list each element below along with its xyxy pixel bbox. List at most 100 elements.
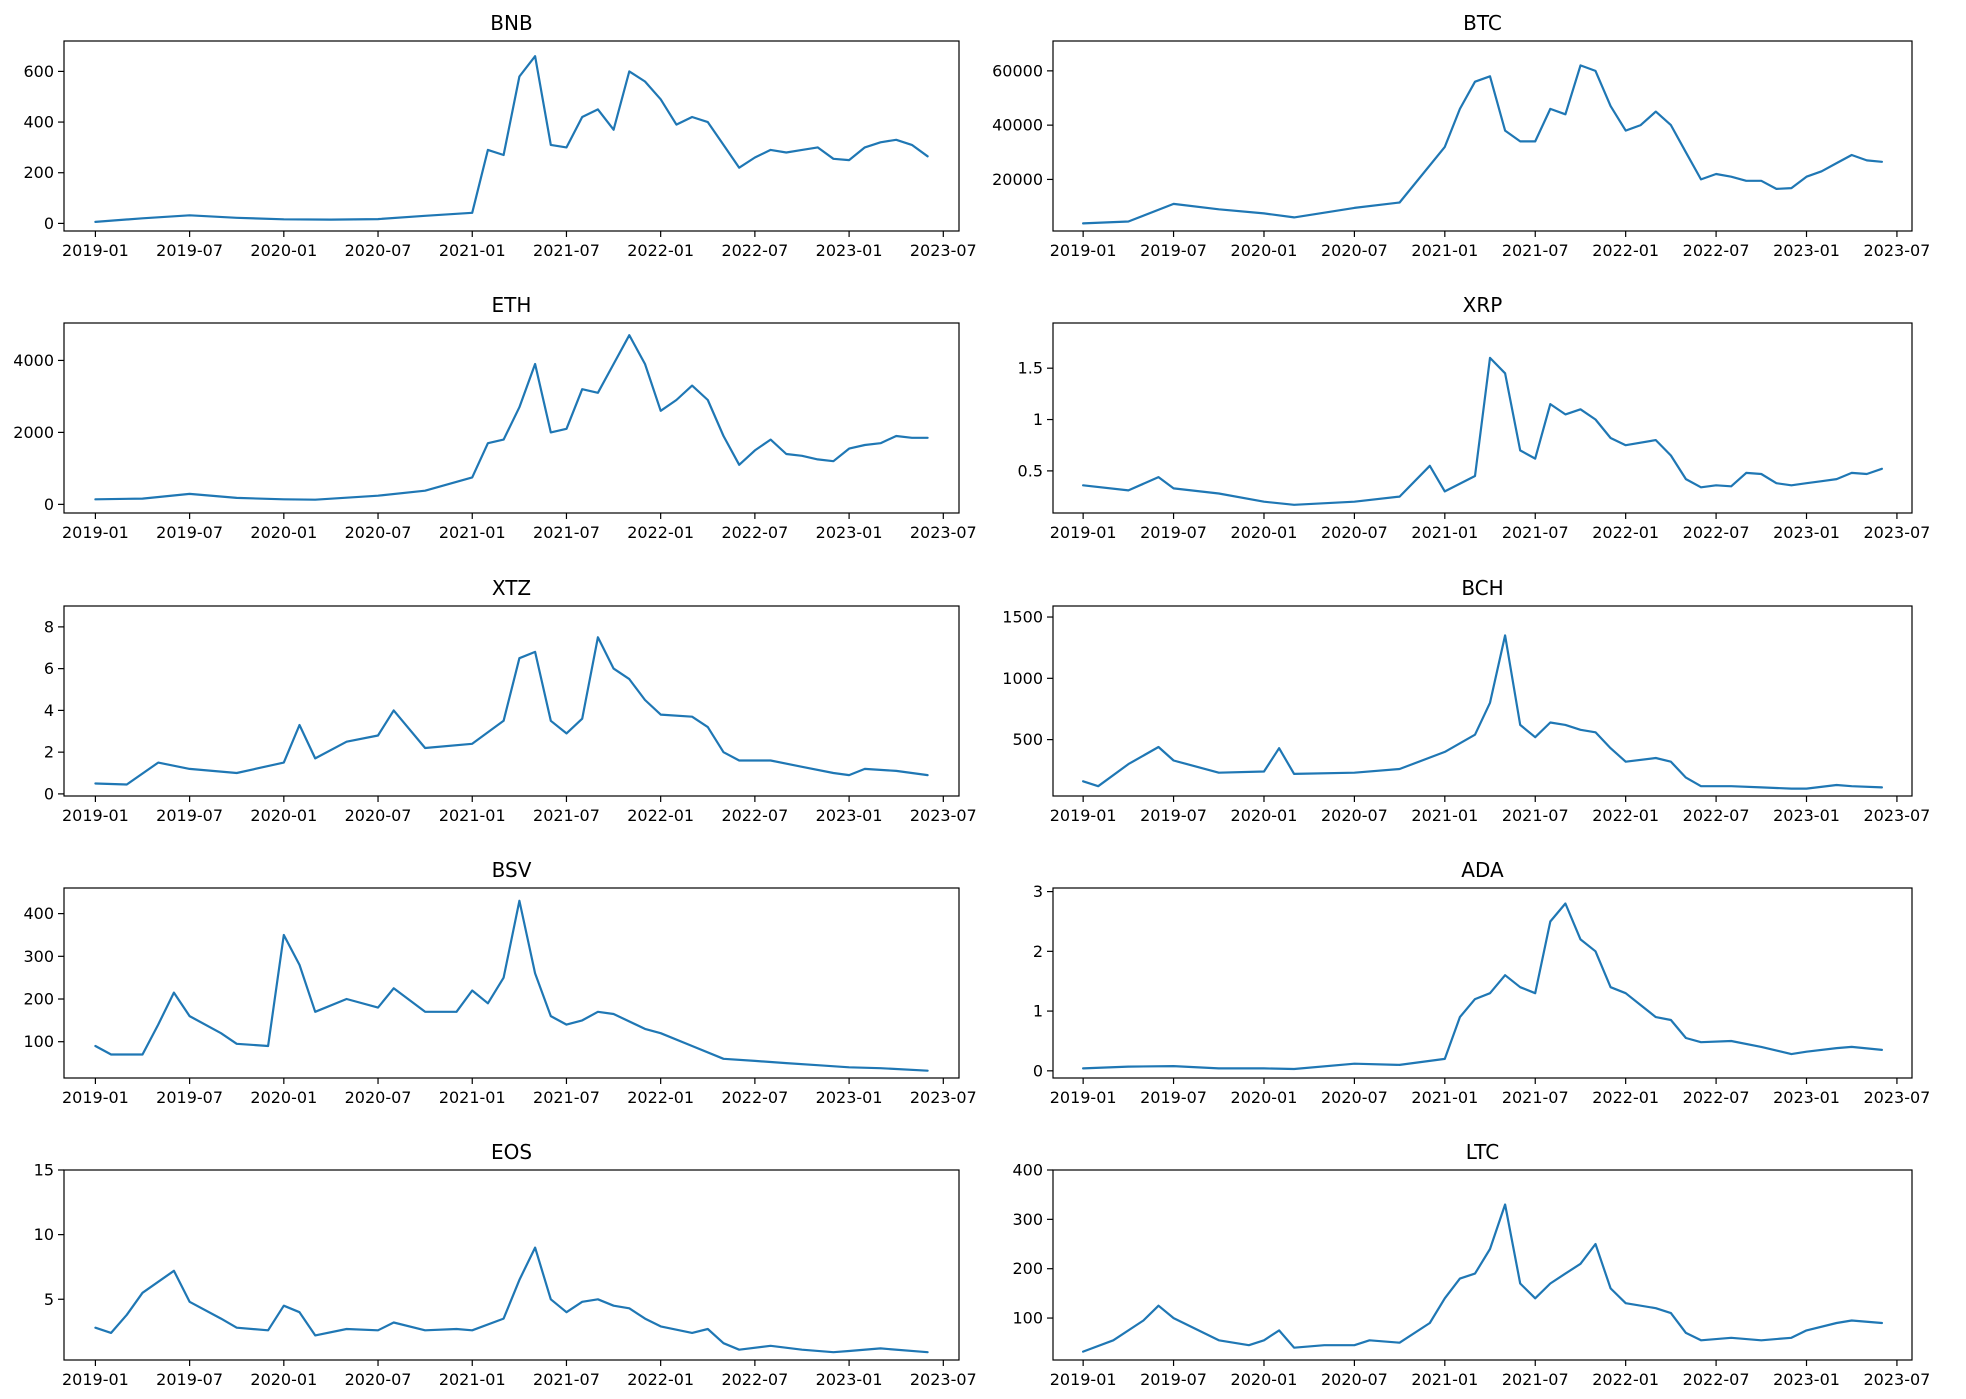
y-tick-label-xrp: 1 xyxy=(1033,410,1043,429)
panel-title-bsv: BSV xyxy=(492,858,532,882)
y-tick-label-xtz: 8 xyxy=(44,617,54,636)
axes-frame-xrp xyxy=(1052,322,1913,514)
y-tick-label-eos: 15 xyxy=(34,1161,54,1180)
panel-title-eth: ETH xyxy=(492,293,532,317)
y-tick-label-ada: 2 xyxy=(1033,942,1043,961)
y-tick-label-xtz: 2 xyxy=(44,743,54,762)
x-tick-label-ada: 2021-07 xyxy=(1502,1088,1569,1107)
y-tick-label-btc: 20000 xyxy=(992,170,1043,189)
x-tick-label-xtz: 2023-07 xyxy=(910,806,977,825)
x-tick-label-xrp: 2020-01 xyxy=(1231,523,1298,542)
x-tick-label-ada: 2023-07 xyxy=(1864,1088,1931,1107)
x-tick-label-xtz: 2019-07 xyxy=(156,806,223,825)
y-tick-label-btc: 60000 xyxy=(992,61,1043,80)
x-tick-label-eth: 2022-07 xyxy=(721,523,788,542)
x-tick-label-ada: 2019-01 xyxy=(1050,1088,1117,1107)
x-tick-label-btc: 2021-07 xyxy=(1502,241,1569,260)
y-tick-label-bsv: 100 xyxy=(23,1032,54,1051)
x-tick-label-ada: 2020-07 xyxy=(1321,1088,1388,1107)
x-tick-label-btc: 2022-07 xyxy=(1683,241,1750,260)
x-tick-label-xrp: 2023-01 xyxy=(1773,523,1840,542)
panel-title-xrp: XRP xyxy=(1463,293,1503,317)
x-tick-label-bnb: 2020-01 xyxy=(250,241,317,260)
x-tick-label-bnb: 2019-07 xyxy=(156,241,223,260)
x-tick-label-xtz: 2020-07 xyxy=(345,806,412,825)
y-tick-label-xrp: 1.5 xyxy=(1018,359,1043,378)
x-tick-label-ltc: 2019-01 xyxy=(1050,1370,1117,1389)
x-tick-label-eth: 2022-01 xyxy=(627,523,694,542)
panel-ltc: LTC 100 200 300 400 2019-01 2019-07 2020-01 2020… xyxy=(1012,1140,1930,1389)
x-tick-label-bch: 2020-01 xyxy=(1231,806,1298,825)
axes-frame-bsv xyxy=(63,887,960,1079)
x-tick-label-bch: 2019-07 xyxy=(1140,806,1207,825)
x-tick-label-xrp: 2021-07 xyxy=(1502,523,1569,542)
x-tick-label-bsv: 2019-01 xyxy=(62,1088,129,1107)
series-line-ltc xyxy=(1081,1203,1884,1353)
panel-bsv: BSV 100 200 300 400 2019-01 2019-07 2020-01 2020… xyxy=(23,858,976,1107)
x-tick-label-xtz: 2022-01 xyxy=(627,806,694,825)
y-tick-label-bsv: 200 xyxy=(23,990,54,1009)
x-tick-label-bnb: 2022-07 xyxy=(721,241,788,260)
x-tick-label-btc: 2020-07 xyxy=(1321,241,1388,260)
panel-title-xtz: XTZ xyxy=(492,576,531,600)
y-tick-label-xtz: 4 xyxy=(44,701,54,720)
y-tick-label-ltc: 300 xyxy=(1012,1210,1043,1229)
panel-xrp: XRP 0.5 1 1.5 2019-01 2019-07 2020-01 2020-07 20… xyxy=(1018,293,1931,542)
panel-title-ltc: LTC xyxy=(1466,1140,1499,1164)
x-tick-label-bnb: 2020-07 xyxy=(345,241,412,260)
series-line-eos xyxy=(94,1246,929,1354)
x-tick-label-eth: 2023-07 xyxy=(910,523,977,542)
x-tick-label-ada: 2022-01 xyxy=(1592,1088,1659,1107)
axes-frame-ada xyxy=(1052,887,1913,1079)
panel-xtz: XTZ 0 2 4 6 8 2019-01 2019-07 2020-01 2020-07 2021… xyxy=(44,576,977,825)
x-tick-label-eos: 2023-07 xyxy=(910,1370,977,1389)
x-tick-label-bnb: 2023-07 xyxy=(910,241,977,260)
x-tick-label-btc: 2021-01 xyxy=(1411,241,1478,260)
x-tick-label-btc: 2020-01 xyxy=(1231,241,1298,260)
x-tick-label-eos: 2019-07 xyxy=(156,1370,223,1389)
x-tick-label-xtz: 2022-07 xyxy=(721,806,788,825)
y-tick-label-bsv: 300 xyxy=(23,947,54,966)
x-tick-label-bnb: 2023-01 xyxy=(816,241,883,260)
y-tick-label-xtz: 6 xyxy=(44,659,54,678)
x-tick-label-bsv: 2022-01 xyxy=(627,1088,694,1107)
x-tick-label-bnb: 2019-01 xyxy=(62,241,129,260)
x-tick-label-ltc: 2022-01 xyxy=(1592,1370,1659,1389)
panel-title-btc: BTC xyxy=(1463,11,1502,35)
x-tick-label-ltc: 2020-07 xyxy=(1321,1370,1388,1389)
x-tick-label-xtz: 2020-01 xyxy=(250,806,317,825)
y-tick-label-bnb: 400 xyxy=(23,113,54,132)
x-tick-label-bch: 2022-01 xyxy=(1592,806,1659,825)
series-line-bch xyxy=(1081,634,1884,790)
series-line-xtz xyxy=(94,636,929,786)
panel-title-eos: EOS xyxy=(491,1140,532,1164)
x-tick-label-eth: 2021-07 xyxy=(533,523,600,542)
y-tick-label-xtz: 0 xyxy=(44,784,54,803)
x-tick-label-xrp: 2021-01 xyxy=(1411,523,1478,542)
x-tick-label-ltc: 2021-01 xyxy=(1411,1370,1478,1389)
axes-frame-btc xyxy=(1052,40,1913,232)
panel-eth: ETH 0 2000 4000 2019-01 2019-07 2020-01 2020-07… xyxy=(13,293,976,542)
x-tick-label-btc: 2023-07 xyxy=(1864,241,1931,260)
y-tick-label-bnb: 600 xyxy=(23,62,54,81)
x-tick-label-btc: 2019-01 xyxy=(1050,241,1117,260)
panel-bnb: BNB 0 200 400 600 2019-01 2019-07 2020-01 2020-0… xyxy=(23,11,976,260)
x-tick-label-xrp: 2022-01 xyxy=(1592,523,1659,542)
panel-ada: ADA 0 1 2 3 2019-01 2019-07 2020-01 2020-07 2021-… xyxy=(1033,858,1931,1107)
y-tick-label-ltc: 100 xyxy=(1012,1309,1043,1328)
x-tick-label-eos: 2019-01 xyxy=(62,1370,129,1389)
x-tick-label-bsv: 2019-07 xyxy=(156,1088,223,1107)
y-tick-label-eos: 5 xyxy=(44,1290,54,1309)
y-tick-label-bch: 500 xyxy=(1012,730,1043,749)
x-tick-label-bch: 2022-07 xyxy=(1683,806,1750,825)
x-tick-label-eth: 2023-01 xyxy=(816,523,883,542)
x-tick-label-xrp: 2019-01 xyxy=(1050,523,1117,542)
x-tick-label-bsv: 2021-01 xyxy=(439,1088,506,1107)
x-tick-label-eth: 2021-01 xyxy=(439,523,506,542)
x-tick-label-eth: 2019-07 xyxy=(156,523,223,542)
y-tick-label-ada: 1 xyxy=(1033,1002,1043,1021)
x-tick-label-xtz: 2023-01 xyxy=(816,806,883,825)
x-tick-label-bch: 2021-01 xyxy=(1411,806,1478,825)
x-tick-label-bsv: 2021-07 xyxy=(533,1088,600,1107)
